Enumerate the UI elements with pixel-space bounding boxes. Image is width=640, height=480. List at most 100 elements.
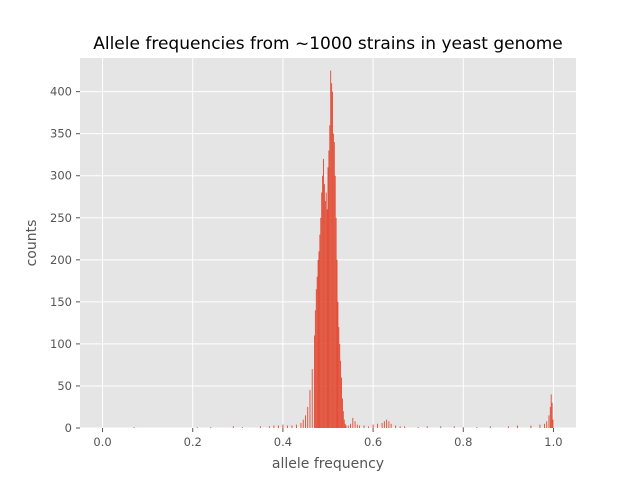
histogram-bar (314, 310, 316, 428)
histogram-bar (399, 426, 401, 428)
histogram-bar (277, 425, 279, 428)
histogram-bar (552, 419, 554, 428)
histogram-bar (309, 390, 311, 428)
histogram-bar (307, 406, 309, 428)
histogram-bar (315, 289, 317, 428)
histogram-bar (320, 217, 322, 428)
histogram-bar (323, 184, 325, 428)
histogram-bar (337, 301, 339, 428)
histogram-bar (335, 217, 337, 428)
histogram-bar (328, 150, 330, 428)
histogram-bar (388, 421, 390, 428)
x-tick-label: 0.6 (364, 435, 382, 449)
histogram-bar (381, 422, 383, 428)
histogram-bar (546, 421, 548, 428)
histogram-bar (241, 427, 243, 428)
histogram-bars (133, 70, 554, 429)
histogram-bar (530, 425, 532, 428)
histogram-bar (232, 426, 234, 428)
y-tick-label: 0 (65, 421, 72, 435)
histogram-bar (345, 425, 347, 428)
histogram-bar (302, 419, 304, 428)
histogram-bar (417, 427, 419, 428)
histogram-bar (395, 425, 397, 428)
histogram-bar (295, 424, 297, 428)
histogram-bar (539, 424, 541, 428)
histogram-bar (347, 425, 349, 428)
histogram-bar (324, 200, 326, 428)
histogram-bar (426, 426, 428, 428)
histogram-bar (372, 424, 374, 428)
histogram-bar (334, 175, 336, 428)
histogram-bar (404, 426, 406, 428)
histogram-bar (356, 424, 358, 428)
y-tick-label: 300 (50, 169, 72, 183)
histogram-bar (286, 425, 288, 428)
histogram-bar (453, 426, 455, 428)
histogram-bar (476, 427, 478, 428)
histogram-bar (325, 192, 327, 428)
histogram-bar (311, 369, 313, 428)
histogram-bar (343, 419, 345, 428)
histogram-bar (321, 192, 323, 428)
histogram-bar (336, 259, 338, 428)
histogram-bar (507, 426, 509, 428)
histogram-bar (386, 419, 388, 428)
histogram-bar (339, 343, 341, 428)
y-axis-ticks: 0 50 100 150 200 250 300 350 400 (50, 85, 80, 435)
x-tick-label: 0.2 (184, 435, 202, 449)
histogram-bar (317, 259, 319, 428)
histogram-bar (318, 251, 320, 428)
histogram-bar (323, 158, 324, 428)
histogram-bar (196, 427, 198, 428)
histogram-bar (282, 424, 284, 428)
histogram-bar (330, 70, 332, 429)
histogram-bar (133, 427, 135, 428)
histogram-bar (305, 415, 306, 428)
histogram-bar (341, 377, 342, 428)
x-tick-label: 0.4 (274, 435, 292, 449)
y-tick-label: 350 (50, 127, 72, 141)
histogram-bar (350, 423, 351, 428)
histogram-bar (390, 423, 392, 428)
histogram-bar (383, 421, 385, 428)
histogram-bar (440, 426, 442, 428)
y-tick-label: 50 (57, 379, 72, 393)
histogram-bar (341, 398, 343, 428)
histogram-bar (329, 125, 331, 429)
histogram-bar (332, 91, 333, 428)
histogram-bar (340, 360, 342, 428)
histogram-bar (377, 423, 379, 428)
histogram-bar (352, 417, 354, 428)
x-tick-label: 0.0 (93, 435, 111, 449)
histogram-bar (314, 335, 315, 428)
histogram-bar (319, 234, 321, 428)
histogram-bar (516, 425, 518, 428)
y-tick-label: 400 (50, 85, 72, 99)
histogram-bar (338, 327, 340, 428)
histogram-bar (551, 402, 553, 428)
x-tick-label: 1.0 (544, 435, 562, 449)
histogram-bar (344, 423, 346, 428)
histogram-bar (462, 427, 464, 428)
histogram-bar (342, 411, 344, 428)
histogram-bar (322, 175, 324, 428)
histogram-bar (268, 426, 270, 428)
histogram-bar (359, 425, 361, 428)
histogram-bar (363, 425, 365, 428)
x-tick-label: 0.8 (454, 435, 472, 449)
x-axis-label: allele frequency (272, 456, 384, 472)
y-tick-label: 200 (50, 253, 72, 267)
y-tick-label: 150 (50, 295, 72, 309)
histogram-bar (543, 423, 545, 428)
histogram-bar (548, 415, 550, 428)
histogram-bar (331, 83, 333, 428)
histogram-bar (210, 427, 212, 428)
histogram-bar (333, 142, 335, 428)
histogram-bar (549, 406, 551, 428)
histogram-bar (300, 422, 302, 428)
histogram-bar (489, 426, 491, 428)
histogram-bar (368, 426, 370, 428)
histogram-bar (273, 425, 275, 428)
